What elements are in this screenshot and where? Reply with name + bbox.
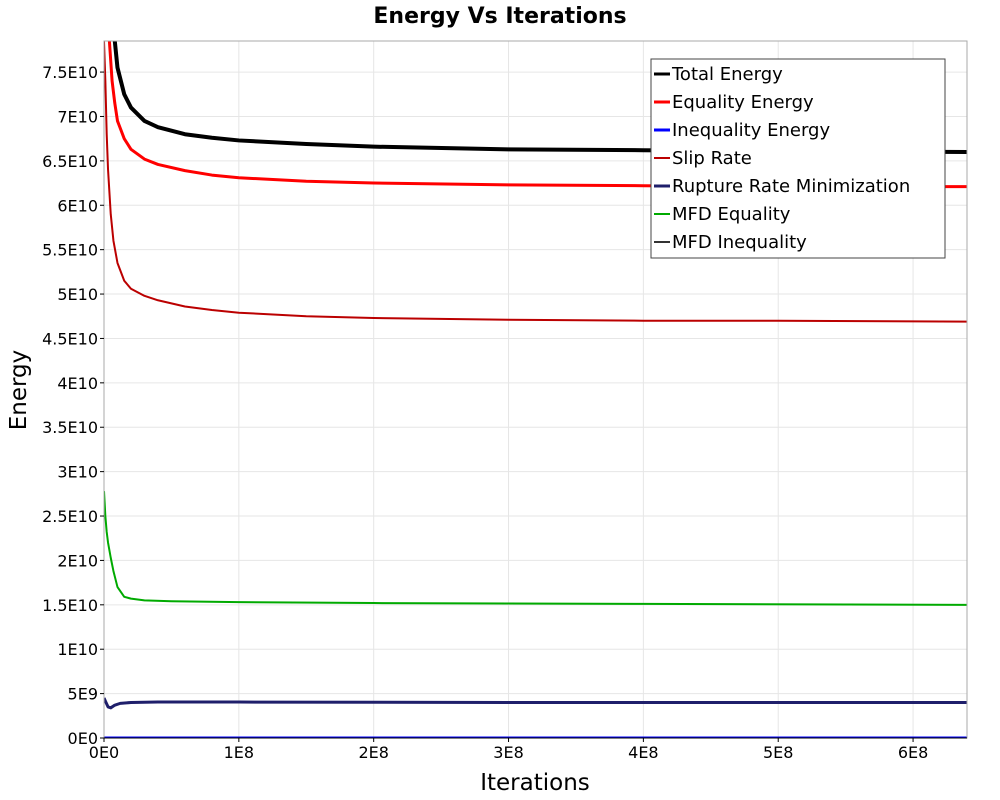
x-tick-label: 0E0 bbox=[89, 743, 119, 762]
y-tick-label: 0E0 bbox=[68, 729, 98, 748]
series-line-equality-energy bbox=[107, 41, 967, 189]
y-tick-label: 3.5E10 bbox=[42, 418, 98, 437]
y-tick-label: 7.5E10 bbox=[42, 63, 98, 82]
legend: Total Energy Equality Energy Inequality En… bbox=[650, 58, 946, 259]
y-tick-label: 2.5E10 bbox=[42, 507, 98, 526]
y-tick-label: 6.5E10 bbox=[42, 152, 98, 171]
x-tick-label: 4E8 bbox=[628, 743, 658, 762]
y-tick-label: 3E10 bbox=[57, 463, 98, 482]
series-line-rupture-rate-minimization bbox=[104, 697, 967, 710]
y-axis-ticks: 0E0 5E9 1E10 1.5E10 2E10 2.5E10 3E10 3.5E10 4E10… bbox=[42, 63, 104, 748]
y-tick-label: 6E10 bbox=[57, 196, 98, 215]
x-tick-label: 6E8 bbox=[898, 743, 928, 762]
y-tick-label: 1E10 bbox=[57, 640, 98, 659]
legend-entry: Rupture Rate Minimization bbox=[672, 176, 910, 197]
x-tick-label: 1E8 bbox=[224, 743, 254, 762]
x-axis-title: Iterations bbox=[480, 770, 590, 796]
y-tick-label: 4.5E10 bbox=[42, 329, 98, 348]
y-tick-label: 2E10 bbox=[57, 551, 98, 570]
y-tick-label: 5E10 bbox=[57, 285, 98, 304]
legend-entry: MFD Inequality bbox=[672, 232, 807, 253]
x-tick-label: 3E8 bbox=[493, 743, 523, 762]
x-axis-ticks: 0E0 1E8 2E8 3E8 4E8 5E8 6E8 bbox=[89, 738, 928, 762]
y-tick-label: 5.5E10 bbox=[42, 241, 98, 260]
x-tick-label: 5E8 bbox=[763, 743, 793, 762]
series-line-mfd-equality bbox=[104, 491, 967, 606]
legend-entry: Total Energy bbox=[671, 64, 783, 85]
chart-title: Energy Vs Iterations bbox=[373, 4, 626, 29]
legend-entry: Slip Rate bbox=[672, 148, 752, 169]
legend-entry: Equality Energy bbox=[672, 92, 814, 113]
legend-entry: Inequality Energy bbox=[672, 120, 830, 141]
series-line-slip-rate bbox=[104, 41, 967, 323]
y-tick-label: 1.5E10 bbox=[42, 596, 98, 615]
y-tick-label: 5E9 bbox=[68, 685, 98, 704]
series-lines bbox=[104, 41, 967, 738]
x-tick-label: 2E8 bbox=[358, 743, 388, 762]
y-tick-label: 4E10 bbox=[57, 374, 98, 393]
legend-box bbox=[650, 58, 946, 259]
series-line-total-energy bbox=[112, 41, 967, 154]
y-axis-title: Energy bbox=[6, 350, 32, 431]
legend-entry: MFD Equality bbox=[672, 204, 791, 225]
y-tick-label: 7E10 bbox=[57, 107, 98, 126]
